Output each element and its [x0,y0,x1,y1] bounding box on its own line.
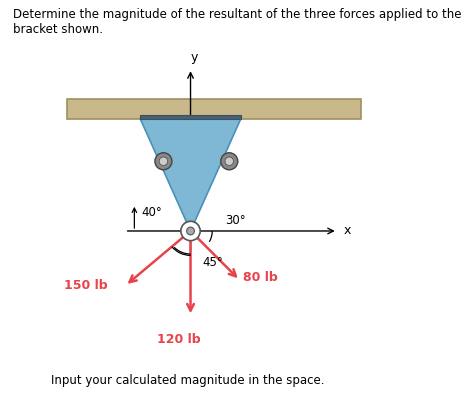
Circle shape [181,221,200,241]
Text: Input your calculated magnitude in the space.: Input your calculated magnitude in the s… [51,374,325,387]
Circle shape [221,153,238,170]
Text: y: y [191,52,198,64]
Text: x: x [344,224,351,238]
Polygon shape [66,98,361,119]
Circle shape [155,153,172,170]
Text: 120 lb: 120 lb [157,333,201,346]
Text: 30°: 30° [225,214,246,227]
Polygon shape [140,119,241,231]
Text: 150 lb: 150 lb [64,279,108,292]
Polygon shape [140,115,241,119]
Text: 80 lb: 80 lb [243,271,278,284]
Circle shape [159,157,168,166]
Text: 45°: 45° [202,256,223,269]
Text: Determine the magnitude of the resultant of the three forces applied to the brac: Determine the magnitude of the resultant… [13,8,461,36]
Circle shape [187,227,194,235]
Circle shape [225,157,234,166]
Text: 40°: 40° [141,206,162,219]
